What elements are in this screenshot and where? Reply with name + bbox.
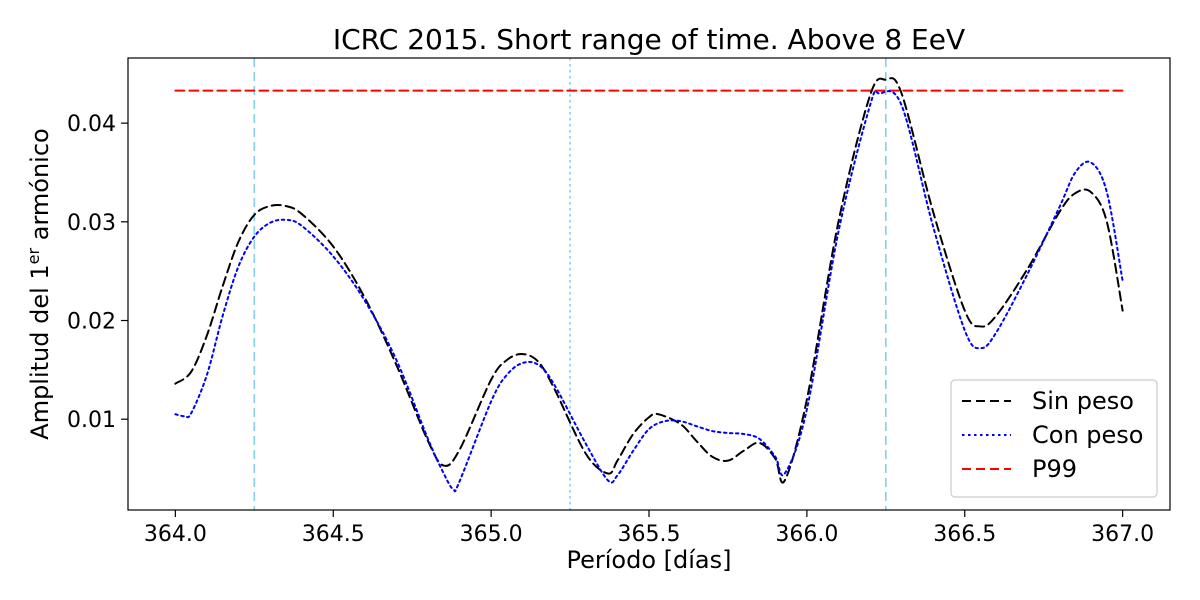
x-tick-label: 365.0 <box>460 522 523 547</box>
x-tick-label: 367.0 <box>1091 522 1154 547</box>
x-tick-label: 365.5 <box>618 522 681 547</box>
y-tick-label: 0.04 <box>67 112 116 137</box>
legend: Sin peso Con peso P99 <box>950 379 1158 498</box>
y-tick-label: 0.03 <box>67 211 116 236</box>
y-axis-label-suffix: armónico <box>26 128 54 248</box>
legend-box <box>950 379 1158 498</box>
series-line-sin-peso <box>174 77 1124 484</box>
legend-label-p99: P99 <box>1032 455 1077 483</box>
chart-title: ICRC 2015. Short range of time. Above 8 … <box>333 23 965 56</box>
x-axis: 364.0 364.5 365.0 365.5 366.0 366.5 367.0 <box>144 510 1154 547</box>
y-tick-label: 0.01 <box>67 408 116 433</box>
y-axis-label-prefix: Amplitud del 1 <box>26 264 54 439</box>
y-tick-label: 0.02 <box>67 310 116 335</box>
x-tick-label: 364.5 <box>302 522 365 547</box>
x-tick-label: 366.0 <box>775 522 838 547</box>
x-tick-label: 366.5 <box>933 522 996 547</box>
y-axis-label-superscript: er <box>24 247 43 264</box>
series-line-con-peso <box>174 89 1124 493</box>
legend-label-sin-peso: Sin peso <box>1032 387 1134 415</box>
plot-area <box>174 58 1124 510</box>
x-axis-label: Período [días] <box>567 546 732 574</box>
legend-label-con-peso: Con peso <box>1032 421 1143 449</box>
y-axis-label: Amplitud del 1er armónico <box>24 128 54 439</box>
y-axis: 0.01 0.02 0.03 0.04 <box>67 112 128 433</box>
x-tick-label: 364.0 <box>144 522 207 547</box>
